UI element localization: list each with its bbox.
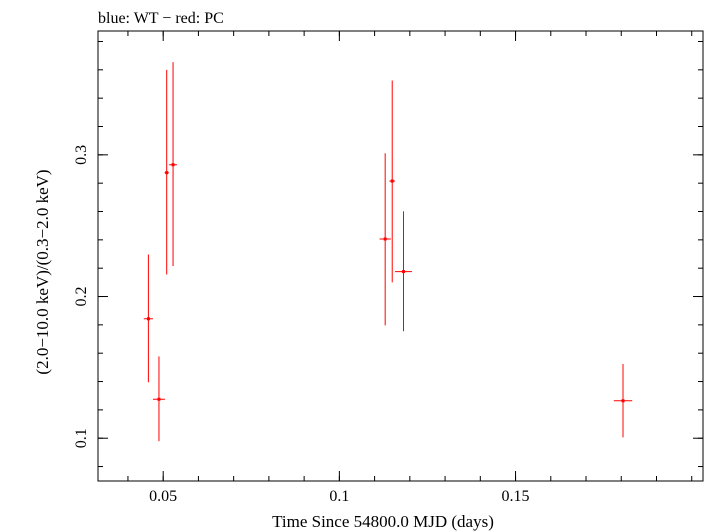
y-axis-label: (2.0−10.0 keV)/(0.3−2.0 keV) <box>33 169 52 374</box>
point-marker <box>157 397 161 401</box>
data-point <box>395 211 412 332</box>
point-marker <box>390 179 394 183</box>
point-marker <box>401 270 405 274</box>
point-marker <box>383 237 387 241</box>
point-marker <box>621 399 625 403</box>
plot-frame <box>97 30 704 482</box>
data-point <box>613 363 633 438</box>
y-tick-label: 0.1 <box>73 428 90 448</box>
x-tick-label: 0.05 <box>149 488 177 505</box>
y-tick-label: 0.3 <box>73 145 90 165</box>
axis-ticks: 0.05 0.1 0.15 0.1 0.2 0.3 <box>73 31 703 505</box>
data-point <box>143 254 153 383</box>
point-marker <box>171 163 175 167</box>
point-marker <box>146 317 150 321</box>
x-tick-label: 0.15 <box>502 488 530 505</box>
data-point <box>379 153 391 326</box>
x-axis-label: Time Since 54800.0 MJD (days) <box>272 512 494 531</box>
y-tick-label: 0.2 <box>73 287 90 307</box>
point-marker <box>165 171 169 175</box>
data-point <box>169 62 177 267</box>
chart-title: blue: WT − red: PC <box>98 10 224 27</box>
data-point <box>152 356 165 442</box>
data-point <box>164 69 169 275</box>
data-point <box>389 80 396 283</box>
data-points <box>143 62 633 442</box>
x-tick-label: 0.1 <box>329 488 349 505</box>
